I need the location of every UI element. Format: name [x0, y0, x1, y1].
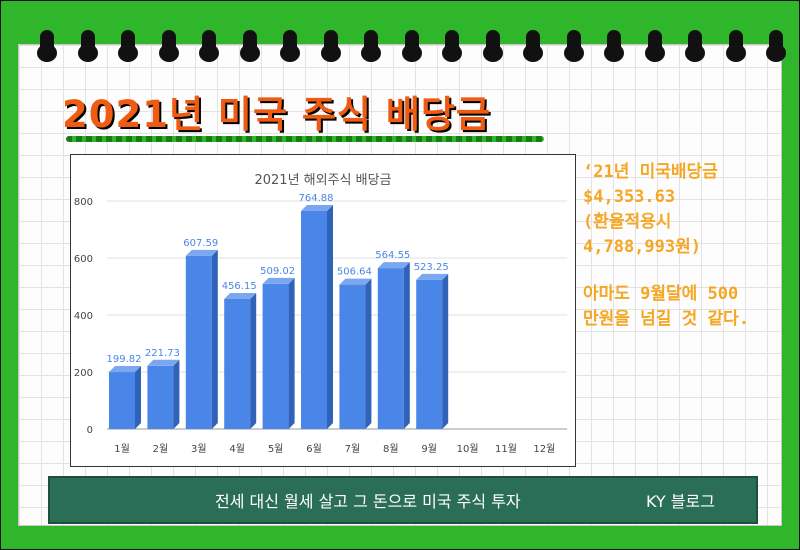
ring-binding: [766, 30, 786, 62]
x-tick-label: 7월: [345, 443, 361, 455]
x-tick-label: 2월: [153, 443, 169, 455]
x-tick-label: 12월: [533, 443, 555, 455]
side-note-line: (환율적용시: [583, 212, 672, 232]
bar-side: [327, 205, 333, 429]
data-label: 221.73: [145, 348, 180, 359]
side-note-line: $4,353.63: [583, 187, 676, 207]
bar: [224, 298, 251, 429]
bar: [301, 211, 327, 429]
bar: [377, 268, 404, 429]
bar-side: [173, 359, 180, 429]
x-tick-label: 5월: [268, 443, 284, 455]
bar-top: [185, 249, 218, 256]
ring-binding: [604, 30, 624, 62]
chart-title: 2021년 해외주식 배당금: [254, 173, 391, 188]
ring-binding: [320, 30, 341, 62]
y-tick-label: 600: [74, 254, 93, 265]
bar-top: [224, 292, 257, 299]
ring-binding: [280, 30, 300, 62]
ring-binding: [685, 30, 705, 62]
bar-top: [147, 359, 180, 366]
ring-binding: [523, 30, 543, 62]
x-tick-label: 11월: [495, 443, 517, 455]
side-note-line: 아마도 9월달에 500: [583, 284, 739, 304]
bar-top: [339, 278, 372, 285]
x-tick-label: 4월: [229, 443, 245, 455]
ring-binding: [37, 30, 57, 62]
bar-top: [262, 277, 295, 284]
bar-top: [416, 273, 449, 280]
bar-side: [365, 278, 372, 429]
bar-top: [377, 262, 410, 269]
x-tick-label: 10월: [457, 443, 479, 455]
side-note-line: 4,788,993원): [583, 237, 701, 257]
data-label: 764.88: [299, 193, 334, 204]
bar-top: [301, 205, 333, 212]
ring-binding: [77, 30, 98, 62]
bar: [339, 284, 366, 429]
data-label: 456.15: [222, 281, 257, 292]
bar: [185, 255, 212, 429]
bar-side: [403, 262, 410, 429]
bar: [147, 365, 174, 429]
data-label: 523.25: [414, 262, 449, 273]
bar-chart: 2021년 해외주식 배당금 0 200 400 600 800 199.82221.7…: [74, 173, 567, 455]
ring-binding: [644, 30, 665, 62]
ring-binding: [158, 30, 179, 62]
side-note-line: 만원을 넘길 것 같다.: [583, 309, 750, 329]
x-tick-label: 3월: [191, 443, 207, 455]
footer-text: 전세 대신 월세 살고 그 돈으로 미국 주식 투자: [215, 492, 521, 511]
blog-name: KY 블로그: [646, 492, 715, 511]
chart-container: 2021년 해외주식 배당금 0 200 400 600 800 199.82 221.7…: [70, 154, 576, 467]
y-axis: 0 200 400 600 800: [74, 197, 93, 436]
y-tick-label: 800: [74, 197, 93, 208]
bar: [262, 283, 289, 429]
bar-top: [109, 366, 141, 373]
y-tick-label: 0: [87, 425, 93, 436]
ring-binding: [401, 30, 422, 62]
x-tick-label: 1월: [114, 443, 130, 455]
ring-binding: [118, 30, 138, 62]
ring-binding: [482, 30, 503, 62]
data-label: 509.02: [260, 266, 295, 277]
title-underline: [66, 136, 544, 142]
y-tick-label: 200: [74, 368, 93, 379]
data-label: 506.64: [337, 267, 372, 278]
bar-side: [250, 292, 257, 429]
bar-side: [211, 249, 218, 429]
y-tick-label: 400: [74, 311, 93, 322]
side-note-line: ‘21년 미국배당금: [583, 162, 718, 182]
ring-binding: [361, 30, 381, 62]
side-note: ‘21년 미국배당금 $4,353.63 (환율적용시 4,788,993원) …: [583, 160, 783, 332]
ring-binding: [563, 30, 584, 62]
x-tick-label: 9월: [421, 443, 437, 455]
bar: [416, 279, 443, 429]
x-tick-label: 6월: [306, 443, 322, 455]
ring-binding: [442, 30, 462, 62]
x-tick-label: 8월: [383, 443, 399, 455]
x-axis: 1월 2월 3월 4월 5월 6월 7월 8월 9월 10월 11월 12월: [114, 443, 555, 455]
data-label: 564.55: [375, 250, 410, 261]
data-label: 199.82: [107, 354, 142, 365]
notebook-rings: [0, 30, 800, 70]
footer-banner: 전세 대신 월세 살고 그 돈으로 미국 주식 투자 KY 블로그: [48, 476, 758, 524]
data-label: 607.59: [183, 238, 218, 249]
chart-grid: [107, 200, 567, 430]
bar-side: [288, 277, 295, 429]
ring-binding: [725, 30, 746, 62]
ring-binding: [239, 30, 260, 62]
bar-side: [442, 273, 449, 429]
page-title: 2021년 미국 주식 배당금: [62, 93, 491, 136]
ring-binding: [199, 30, 219, 62]
bar: [109, 372, 135, 429]
bar-side: [135, 366, 141, 429]
